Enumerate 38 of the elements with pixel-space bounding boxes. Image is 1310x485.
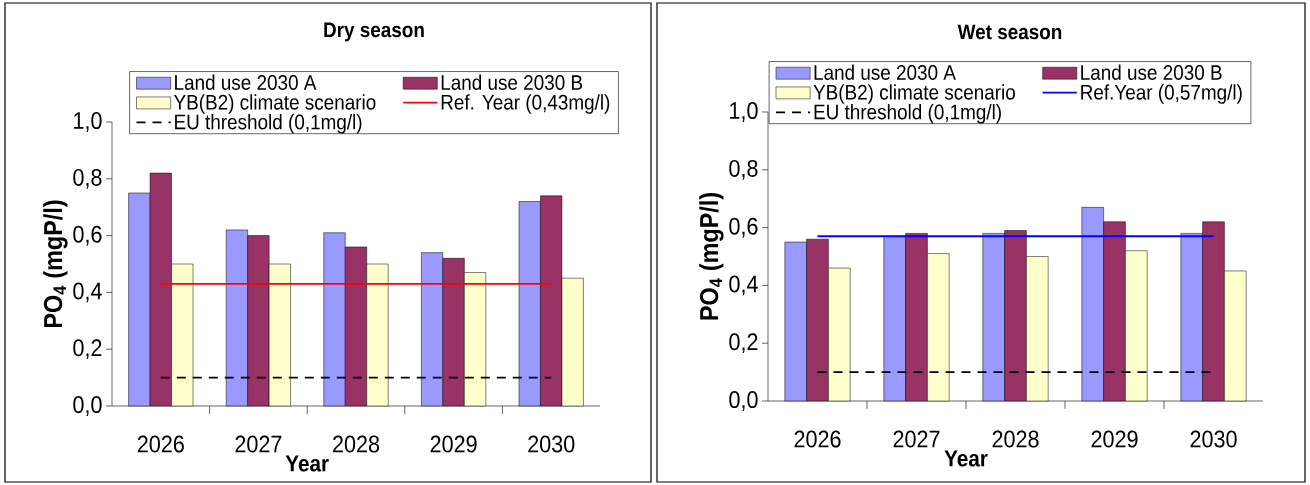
y-tick-label: 0,0: [729, 391, 758, 411]
x-tick-label: 2027: [893, 430, 940, 448]
x-tick-label: 2026: [794, 430, 841, 448]
x-axis-title: Year: [285, 455, 329, 472]
legend-label: Ref. Year (0,43mg/l): [441, 94, 610, 114]
legend-label: Land use 2030 A: [175, 74, 317, 90]
x-tick-label: 2030: [528, 435, 575, 453]
legend-label: EU threshold (0,1mg/l): [814, 103, 1001, 124]
x-tick-label: 2030: [1190, 430, 1237, 448]
legend-label: YB(B2) climate scenario: [813, 84, 1015, 104]
legend-label: Land use 2030 B: [1081, 64, 1222, 80]
legend-label: YB(B2) climate scenario: [173, 94, 376, 114]
y-tick-label: 0,2: [73, 339, 102, 360]
x-tick-label: 2028: [992, 430, 1039, 448]
y-tick-label: 1,0: [730, 102, 758, 122]
x-tick-label: 2026: [137, 435, 184, 453]
y-tick-label: 1,0: [74, 112, 102, 132]
x-tick-label: 2029: [1091, 430, 1138, 448]
chart-title: Dry season: [324, 22, 424, 42]
x-tick-label: 2029: [430, 435, 477, 453]
y-axis-title: PO$_{4}$ (mgP/l): [699, 193, 724, 320]
x-tick-label: 2028: [333, 435, 380, 453]
x-tick-label: 2027: [235, 435, 282, 453]
y-tick-label: 0,2: [729, 333, 758, 354]
y-tick-label: 0,6: [729, 217, 758, 238]
legend-label: Ref.Year (0,57mg/l): [1081, 84, 1242, 104]
x-axis-title: Year: [944, 450, 988, 467]
y-tick-label: 0,8: [73, 168, 102, 189]
legend-label: Land use 2030 B: [441, 74, 583, 90]
y-tick-label: 0,8: [729, 159, 758, 180]
chart-title: Wet season: [957, 24, 1062, 40]
y-tick-label: 0,4: [73, 282, 102, 303]
legend-label: Land use 2030 A: [814, 64, 956, 80]
y-axis-title: PO$_{4}$ (mgP/l): [43, 200, 68, 328]
y-tick-label: 0,6: [73, 225, 102, 246]
legend-label: EU threshold (0,1mg/l): [175, 113, 362, 134]
y-tick-label: 0,0: [73, 396, 102, 416]
y-tick-label: 0,4: [729, 275, 758, 296]
